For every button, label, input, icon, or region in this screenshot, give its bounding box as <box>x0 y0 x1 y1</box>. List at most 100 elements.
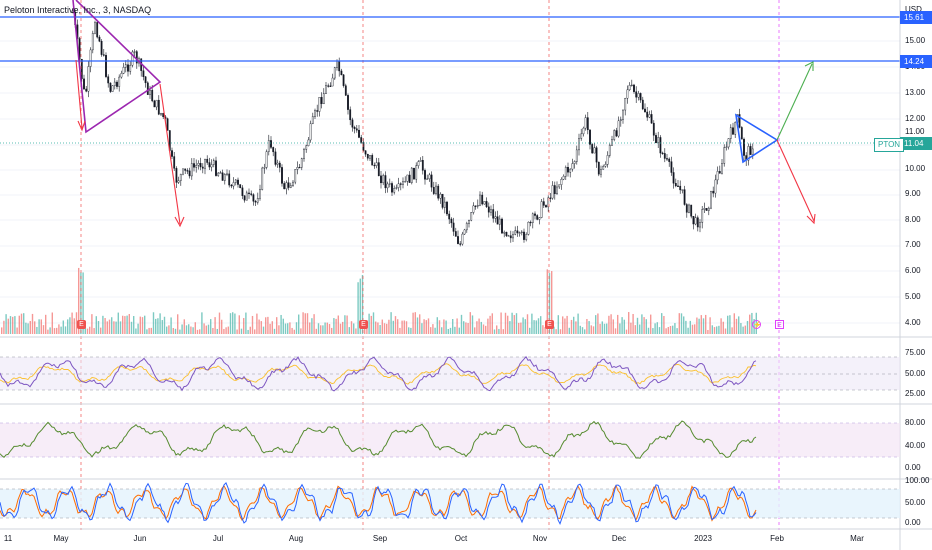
volume-bar <box>298 314 300 334</box>
triangle-pattern-left[interactable] <box>72 0 162 134</box>
candle-body <box>468 220 470 224</box>
candle-body <box>734 122 737 135</box>
volume-bar <box>282 318 284 334</box>
candle-body <box>91 33 94 51</box>
candle-body <box>252 194 255 202</box>
volume-bar <box>452 319 454 334</box>
triangle-pattern-right[interactable] <box>734 113 779 164</box>
volume-bar <box>183 319 185 334</box>
candle-body <box>527 221 530 235</box>
candle-body <box>292 181 294 186</box>
candle-body <box>186 170 189 172</box>
volume-bar <box>595 315 597 334</box>
volume-bar <box>436 317 438 334</box>
resistance-mid-tag[interactable]: 14.24 <box>900 55 932 68</box>
dividend-icon[interactable]: ⚡ <box>752 320 762 329</box>
candle-body <box>322 93 325 105</box>
candle-body <box>113 81 116 86</box>
candle-body <box>452 222 455 232</box>
candle-body <box>391 183 393 193</box>
volume-bar <box>201 312 203 334</box>
candle-body <box>327 85 330 87</box>
volume-bar <box>60 326 62 334</box>
rsi-line <box>0 355 757 392</box>
candle-body <box>641 99 644 110</box>
candle-body <box>679 185 682 191</box>
stoch-tick: 100.00 <box>905 476 930 485</box>
volume-bar <box>205 325 207 334</box>
ticker-tag[interactable]: PTON <box>874 138 905 152</box>
candle-body <box>342 74 345 86</box>
volume-bar <box>390 312 392 334</box>
earnings-icon[interactable]: E <box>77 320 86 329</box>
volume-bar <box>733 313 735 334</box>
volume-bar <box>304 313 306 334</box>
volume-bar <box>320 325 322 334</box>
oscillator-tick: 80.00 <box>905 418 926 427</box>
time-tick: May <box>53 534 69 543</box>
candle-body <box>217 172 220 176</box>
oscillator-tick: 40.00 <box>905 441 926 450</box>
volume-bar <box>203 323 205 334</box>
volume-bar <box>69 317 71 334</box>
candle-body <box>285 182 288 190</box>
candle-body <box>204 158 206 169</box>
earnings-icon[interactable]: E <box>545 320 554 329</box>
symbol-header[interactable]: Peloton Interactive, Inc., 3, NASDAQ <box>4 5 152 15</box>
candle-body <box>681 189 684 191</box>
stoch-k-line <box>0 482 757 525</box>
volume-bar <box>680 313 683 334</box>
candle-body <box>611 139 613 146</box>
volume-bar <box>159 313 161 334</box>
stoch-tick: 50.00 <box>905 498 926 507</box>
candle-body <box>551 185 554 199</box>
rsi-tick: 75.00 <box>905 348 926 357</box>
volume-bar <box>557 315 559 334</box>
candle-body <box>419 160 422 162</box>
candle-body <box>600 169 602 175</box>
candle-body <box>604 164 607 167</box>
candle-body <box>712 190 715 194</box>
candle-body <box>725 146 728 148</box>
arrow-head-icon <box>77 120 86 132</box>
candle-body <box>349 109 352 121</box>
volume-bar <box>636 317 639 334</box>
volume-bar <box>537 318 540 334</box>
arrow-down-projection <box>776 139 815 222</box>
volume-bar <box>104 318 106 334</box>
volume-bar <box>394 316 397 334</box>
volume-bar <box>443 319 445 334</box>
volume-bar <box>5 314 7 334</box>
resistance-top-tag[interactable]: 15.61 <box>900 11 932 24</box>
candle-body <box>281 167 283 184</box>
volume-bar <box>751 312 753 334</box>
oscillator-line <box>0 420 757 459</box>
candle-body <box>523 231 525 240</box>
candle-body <box>503 231 506 234</box>
last-price-tag[interactable]: 11.04 <box>900 137 932 150</box>
candle-body <box>377 162 380 177</box>
volume-bar <box>379 325 381 334</box>
price-tick: 4.00 <box>905 318 921 327</box>
candle-body <box>428 174 431 180</box>
candle-body <box>294 169 297 183</box>
volume-bar <box>45 314 47 334</box>
volume-bar <box>458 327 460 334</box>
upcoming-earnings-icon[interactable]: E <box>775 320 784 329</box>
candle-body <box>325 85 327 94</box>
candle-body <box>650 114 653 124</box>
candle-body <box>272 147 275 153</box>
volume-bar <box>498 328 500 334</box>
candle-body <box>223 174 226 181</box>
candle-body <box>661 152 664 155</box>
earnings-icon[interactable]: E <box>359 320 368 329</box>
volume-bar <box>438 320 441 334</box>
volume-bar <box>62 320 64 334</box>
volume-bar <box>295 322 298 334</box>
volume-bar <box>348 327 350 334</box>
candle-body <box>628 85 631 91</box>
volume-bar <box>744 325 746 334</box>
candle-body <box>496 216 499 225</box>
volume-bar <box>740 323 742 334</box>
